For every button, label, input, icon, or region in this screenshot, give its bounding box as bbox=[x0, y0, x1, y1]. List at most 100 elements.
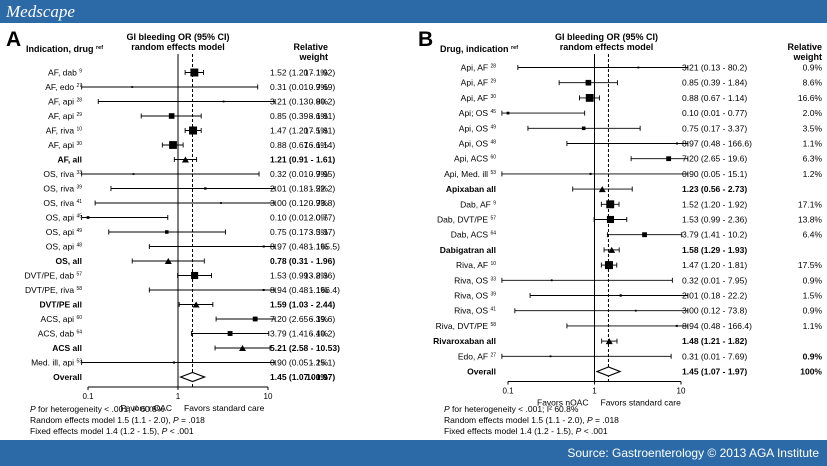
weight-value: 6.4% bbox=[309, 329, 329, 339]
weight-value: 8.6% bbox=[309, 111, 329, 121]
ci-text: 0.10 (0.01 - 0.77) bbox=[682, 108, 747, 118]
x-label-left: Favors nOAC bbox=[537, 398, 589, 408]
study-square bbox=[666, 156, 672, 162]
study-square bbox=[634, 309, 637, 312]
forest-plots: A Indication, drug ref GI bleeding OR (95%… bbox=[6, 28, 823, 436]
row-label: Api, AF 28 bbox=[461, 63, 497, 73]
footnote-random-effects: Random effects model 1.5 (1.1 - 2.0), P … bbox=[444, 415, 619, 425]
row-label: OS, riva 33 bbox=[43, 169, 82, 179]
source-credit: Source: Gastroenterology © 2013 AGA Inst… bbox=[567, 446, 819, 460]
row-label: AF, all bbox=[57, 155, 82, 165]
weight-value: 6.4% bbox=[803, 230, 823, 240]
pooled-triangle bbox=[608, 246, 616, 253]
x-tick-label: 10 bbox=[264, 392, 273, 401]
footer-bar: Source: Gastroenterology © 2013 AGA Inst… bbox=[0, 440, 827, 466]
row-label: Api, Med. ill 53 bbox=[444, 169, 496, 179]
ci-text: 0.31 (0.01 - 7.69) bbox=[682, 351, 747, 361]
ci-text: 0.88 (0.67 - 1.14) bbox=[682, 93, 747, 103]
row-label: Edo, AF 27 bbox=[458, 351, 496, 361]
weight-value: 0.9% bbox=[309, 82, 329, 92]
row-label: Api, OS 48 bbox=[459, 139, 496, 149]
weight-value: 1.2% bbox=[309, 358, 329, 368]
ci-text: 1.45 (1.07 - 1.97) bbox=[270, 372, 335, 382]
study-square bbox=[262, 288, 265, 292]
x-tick-label: 1 bbox=[592, 387, 597, 396]
study-square bbox=[585, 79, 592, 86]
ci-text: 5.21 (2.58 - 10.53) bbox=[270, 343, 340, 353]
study-square bbox=[164, 230, 169, 234]
ci-text: 1.52 (1.20 - 1.92) bbox=[682, 199, 747, 209]
study-square bbox=[220, 202, 222, 204]
row-label: Riva, OS 33 bbox=[454, 275, 496, 285]
weight-value: 16.6% bbox=[304, 140, 329, 150]
weight-value: 100% bbox=[306, 372, 328, 382]
study-square bbox=[585, 94, 594, 102]
ci-text: 8.97 (0.48 - 166.6) bbox=[682, 139, 752, 149]
ci-text: 3.79 (1.41 - 10.2) bbox=[270, 329, 335, 339]
ci-text: 3.79 (1.41 - 10.2) bbox=[682, 230, 747, 240]
weight-header: weight bbox=[793, 52, 823, 62]
study-square bbox=[506, 111, 510, 115]
ci-text: 1.52 (1.20 - 1.92) bbox=[270, 68, 335, 78]
row-label: ACS all bbox=[52, 343, 82, 353]
study-square bbox=[172, 361, 175, 364]
row-label: Riva, DVT/PE 58 bbox=[436, 321, 497, 331]
weight-value: 1.5% bbox=[803, 291, 823, 301]
row-label: Riva, AF 10 bbox=[456, 260, 496, 270]
ci-text: 0.75 (0.17 - 3.37) bbox=[682, 123, 747, 133]
weight-value: 13.8% bbox=[798, 215, 823, 225]
weight-value: 0.9% bbox=[803, 275, 823, 285]
ci-text: 1.47 (1.20 - 1.81) bbox=[270, 126, 335, 136]
weight-value: 1.1% bbox=[803, 321, 823, 331]
weight-value: 0.9% bbox=[803, 63, 823, 73]
row-label: Overall bbox=[53, 372, 82, 382]
ci-text: 1.53 (0.99 - 2.36) bbox=[682, 215, 747, 225]
study-square bbox=[191, 271, 199, 280]
ci-text: 0.31 (0.01 - 7.69) bbox=[270, 82, 335, 92]
ci-text: 0.85 (0.39 - 1.84) bbox=[682, 78, 747, 88]
ci-text: 0.75 (0.17 - 3.37) bbox=[270, 227, 335, 237]
column-header: Drug, indication ref bbox=[440, 44, 518, 54]
ci-text: 3.21 (0.13 - 80.2) bbox=[270, 97, 335, 107]
row-label: Apixaban all bbox=[446, 184, 496, 194]
row-label: OS, api 48 bbox=[46, 242, 82, 252]
weight-value: 0.9% bbox=[309, 169, 329, 179]
weight-value: 13.8% bbox=[304, 271, 329, 281]
row-label: Api; OS 45 bbox=[459, 108, 496, 118]
row-label: Rivaroxaban all bbox=[433, 336, 496, 346]
weight-header: Relative bbox=[293, 42, 328, 52]
row-label: OS, all bbox=[56, 256, 82, 266]
weight-value: 0.9% bbox=[803, 351, 823, 361]
x-label-right: Favors standard care bbox=[184, 403, 265, 413]
ci-text: 8.97 (0.48 - 165.5) bbox=[270, 242, 340, 252]
row-label: OS, api 49 bbox=[46, 227, 82, 237]
row-label: Api, ACS 60 bbox=[454, 154, 496, 164]
row-label: Api, OS 49 bbox=[459, 123, 496, 133]
row-label: Med. ill, api 53 bbox=[31, 358, 82, 368]
chart-subtitle: random effects model bbox=[131, 42, 225, 52]
ci-text: 0.88 (0.67 - 1.14) bbox=[270, 140, 335, 150]
study-square bbox=[169, 141, 177, 149]
study-square bbox=[675, 142, 678, 145]
weight-value: 8.6% bbox=[803, 78, 823, 88]
pooled-triangle bbox=[239, 345, 247, 351]
pooled-triangle bbox=[192, 301, 200, 308]
ci-text: 1.47 (1.20 - 1.81) bbox=[682, 260, 747, 270]
row-label: AF, api 29 bbox=[48, 111, 82, 121]
footnote-fixed-effects: Fixed effects model 1.4 (1.2 - 1.5), P <… bbox=[444, 426, 608, 436]
row-label: Dabigatran all bbox=[440, 245, 496, 255]
row-label: Api, AF 30 bbox=[461, 93, 497, 103]
weight-value: 1.1% bbox=[309, 242, 329, 252]
ci-text: 1.59 (1.03 - 2.44) bbox=[270, 300, 335, 310]
row-label: DVT/PE, riva 58 bbox=[25, 285, 82, 295]
row-label: AF, api 28 bbox=[48, 97, 82, 107]
panel-letter: A bbox=[6, 28, 21, 51]
ci-text: 1.48 (1.21 - 1.82) bbox=[682, 336, 747, 346]
ci-text: 1.45 (1.07 - 1.97) bbox=[682, 367, 747, 377]
ci-text: 8.94 (0.48 - 166.4) bbox=[682, 321, 752, 331]
study-square bbox=[190, 68, 199, 77]
weight-value: 2.0% bbox=[803, 108, 823, 118]
study-square bbox=[581, 126, 586, 131]
column-header: Indication, drug ref bbox=[26, 44, 103, 54]
weight-value: 3.5% bbox=[803, 123, 823, 133]
